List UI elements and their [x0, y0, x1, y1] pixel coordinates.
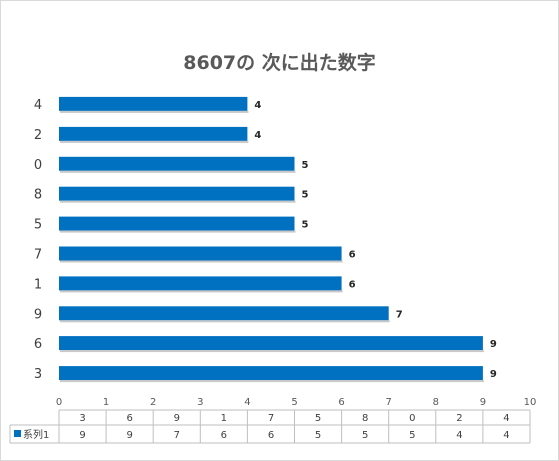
bar-0 [59, 156, 295, 171]
x-tick-label: 6 [338, 397, 344, 408]
bars-layer [59, 96, 484, 383]
data-label: 4 [254, 100, 261, 111]
table-header-cell: 2 [456, 413, 462, 424]
data-label: 6 [349, 250, 356, 261]
table-value-cell: 5 [362, 430, 368, 441]
series-name: 系列1 [23, 428, 49, 441]
x-tick-label: 2 [150, 397, 156, 408]
bar-shadow [60, 350, 484, 353]
data-label: 6 [349, 279, 356, 290]
bar-4 [59, 96, 248, 111]
chart-title: 8607の 次に出た数字 [183, 52, 376, 74]
bar-7 [59, 246, 342, 261]
x-tick-label: 9 [480, 397, 486, 408]
bar-5 [59, 216, 295, 231]
bar-shadow [60, 200, 296, 203]
bar-2 [59, 126, 248, 141]
table-header-cell: 7 [268, 413, 274, 424]
labels-layer: 9 9 7 6 6 5 5 5 4 4 [254, 100, 497, 380]
data-label: 5 [302, 190, 309, 201]
bar-shadow [60, 230, 296, 233]
bar-3 [59, 366, 483, 381]
category-label: 9 [34, 307, 42, 322]
bar-shadow [60, 110, 249, 113]
data-label: 5 [302, 160, 309, 171]
x-tick-label: 1 [103, 397, 109, 408]
x-tick-label: 7 [386, 397, 392, 408]
category-label: 0 [34, 158, 42, 173]
category-label: 6 [34, 337, 42, 352]
bar-9 [59, 306, 389, 321]
bar-6 [59, 336, 483, 351]
table-value-cell: 7 [174, 430, 180, 441]
data-label: 5 [302, 220, 309, 231]
x-tick-label: 8 [433, 397, 439, 408]
table-header-cell: 3 [79, 413, 85, 424]
table-header-cell: 0 [409, 413, 415, 424]
table-value-cell: 5 [315, 430, 321, 441]
table-value-cell: 9 [127, 430, 133, 441]
data-label: 4 [254, 130, 261, 141]
table-header-cell: 5 [315, 413, 321, 424]
bar-shadow [60, 380, 484, 383]
category-label: 2 [34, 128, 42, 143]
table-header-cell: 4 [503, 413, 509, 424]
table-value-cell: 6 [221, 430, 227, 441]
x-tick-label: 10 [524, 397, 537, 408]
table-value-cell: 6 [268, 430, 274, 441]
legend-key [14, 430, 21, 437]
category-labels: 3 6 9 1 7 5 8 0 2 4 [34, 98, 42, 382]
data-table: 0 1 2 3 4 5 6 7 8 9 10 3 9 6 9 9 7 1 6 7 6 5 5 8 5 0 5 2 4 4 4 系列1 [9, 397, 537, 444]
table-value-cell: 4 [456, 430, 462, 441]
category-label: 5 [34, 218, 42, 233]
bar-1 [59, 276, 342, 291]
table-value-cell: 5 [409, 430, 415, 441]
data-label: 9 [490, 339, 497, 350]
bar-shadow [60, 320, 390, 323]
data-label: 9 [490, 369, 497, 380]
x-tick-label: 3 [197, 397, 203, 408]
category-label: 7 [34, 248, 42, 263]
category-label: 4 [34, 98, 42, 113]
category-label: 1 [34, 277, 42, 292]
category-label: 3 [34, 367, 42, 382]
data-label: 7 [396, 309, 403, 320]
table-header-cell: 1 [221, 413, 227, 424]
table-value-cell: 4 [503, 430, 509, 441]
bar-shadow [60, 290, 343, 293]
table-header-cell: 6 [127, 413, 133, 424]
bar-shadow [60, 170, 296, 173]
bar-shadow [60, 260, 343, 263]
table-value-cell: 9 [79, 430, 85, 441]
bar-8 [59, 186, 295, 201]
table-header-cell: 9 [174, 413, 180, 424]
x-tick-label: 5 [291, 397, 297, 408]
x-tick-label: 4 [244, 397, 250, 408]
bar-shadow [60, 140, 249, 143]
table-header-cell: 8 [362, 413, 368, 424]
category-label: 8 [34, 188, 42, 203]
x-tick-label: 0 [56, 397, 62, 408]
